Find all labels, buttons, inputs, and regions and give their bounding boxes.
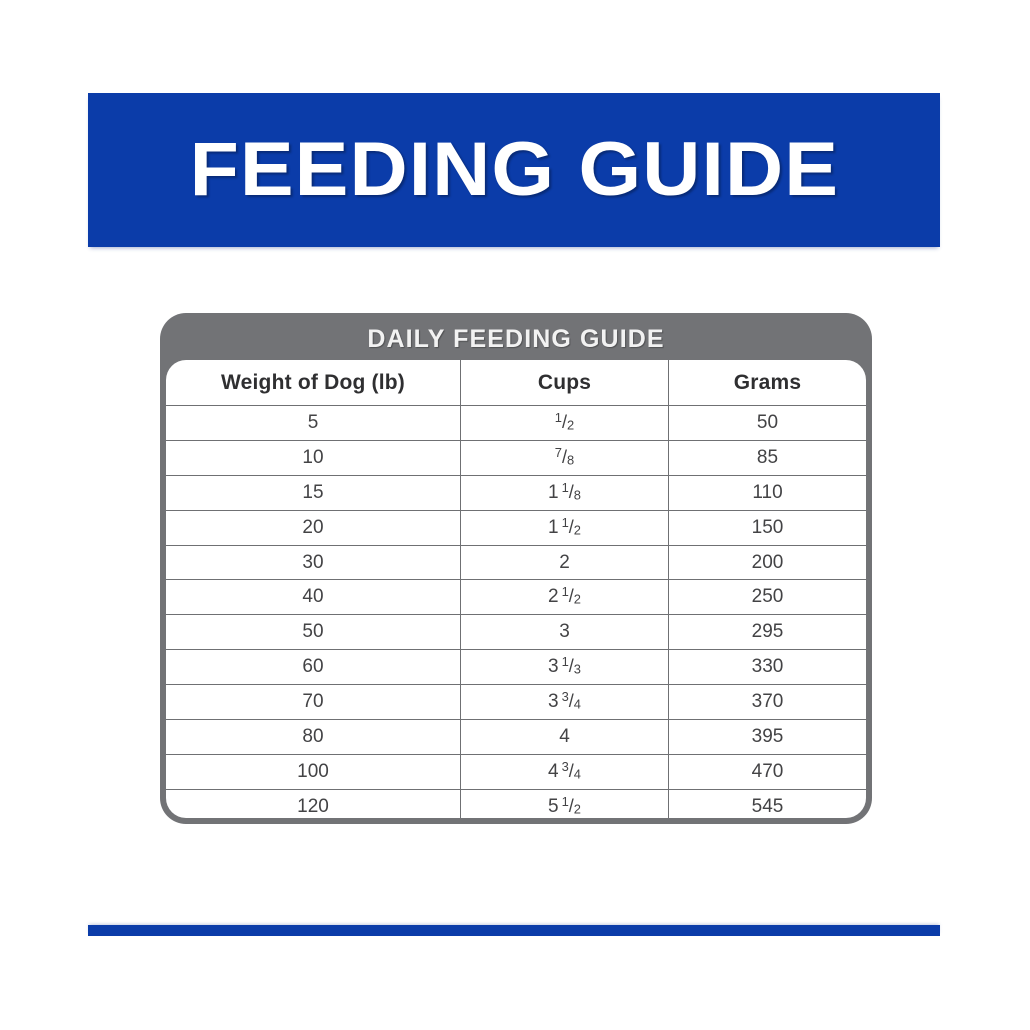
cell-cups: 3	[461, 615, 669, 650]
cell-cups: 3 3/4	[461, 685, 669, 720]
table-row: 60 3 1/3 330	[166, 650, 866, 686]
cell-cups: 1 1/2	[461, 510, 669, 545]
page-title: FEEDING GUIDE	[189, 127, 839, 212]
column-header-cups: Cups	[461, 360, 669, 405]
cell-cups: 3 1/3	[461, 650, 669, 685]
cell-grams: 200	[751, 551, 784, 573]
cell-cups: 1 1/8	[461, 475, 669, 510]
cell-grams: 110	[752, 481, 783, 503]
cell-cups: 4	[461, 720, 669, 754]
cell-grams: 250	[751, 586, 784, 608]
table-row: 100 4 3/4 470	[166, 754, 866, 790]
table-body: 5 1/2 50 10 7/8 85 15 1 1/8 110 20 1 1/2 150 30 2 200 40 2…	[166, 406, 866, 818]
cell-cups: 7/8	[461, 440, 669, 475]
table-row: 80 4 395	[166, 720, 866, 755]
table-row: 70 3 3/4 370	[166, 685, 866, 721]
cell-grams: 330	[751, 656, 784, 678]
table-row: 20 1 1/2 150	[166, 510, 866, 546]
cell-grams: 150	[751, 516, 784, 538]
table-row: 30 2 200	[166, 545, 866, 581]
table-row: 5 1/2 50	[166, 406, 866, 441]
cell-weight: 100	[166, 754, 461, 789]
table-row: 40 2 1/2 250	[166, 580, 866, 616]
cell-grams: 370	[751, 691, 784, 713]
cell-cups: 2	[461, 545, 669, 580]
cell-weight: 40	[166, 580, 461, 615]
feeding-table: Weight of Dog (lb) Cups Grams 5 1/2 50 10 7/…	[166, 360, 866, 818]
column-header-grams: Grams	[733, 370, 802, 394]
cell-cups: 2 1/2	[461, 580, 669, 615]
column-header-weight: Weight of Dog (lb)	[166, 360, 461, 405]
cell-weight: 60	[166, 650, 461, 685]
table-row: 120 5 1/2 545	[166, 789, 866, 818]
table-header-row: Weight of Dog (lb) Cups Grams	[166, 360, 866, 406]
table-row: 50 3 295	[166, 615, 866, 651]
cell-weight: 120	[166, 789, 461, 818]
feeding-guide-banner: FEEDING GUIDE	[88, 93, 940, 247]
bottom-accent-bar	[88, 925, 940, 936]
cell-cups: 4 3/4	[461, 754, 669, 789]
cell-weight: 80	[166, 720, 461, 754]
cell-grams: 50	[756, 411, 779, 433]
cell-weight: 70	[166, 685, 461, 720]
cell-weight: 10	[166, 440, 461, 475]
cell-grams: 470	[751, 760, 784, 782]
table-title: DAILY FEEDING GUIDE	[367, 325, 665, 353]
cell-cups: 5 1/2	[461, 789, 669, 818]
table-row: 15 1 1/8 110	[166, 475, 866, 511]
table-row: 10 7/8 85	[166, 440, 866, 476]
cell-weight: 15	[166, 475, 461, 510]
cell-grams: 85	[756, 446, 779, 468]
cell-weight: 20	[166, 510, 461, 545]
cell-weight: 5	[166, 406, 461, 440]
cell-weight: 30	[166, 545, 461, 580]
cell-weight: 50	[166, 615, 461, 650]
cell-grams: 395	[751, 725, 784, 747]
daily-feeding-guide-card: DAILY FEEDING GUIDE Weight of Dog (lb) C…	[160, 313, 872, 824]
cell-cups: 1/2	[461, 406, 669, 440]
cell-grams: 295	[751, 621, 784, 643]
cell-grams: 545	[751, 795, 784, 817]
